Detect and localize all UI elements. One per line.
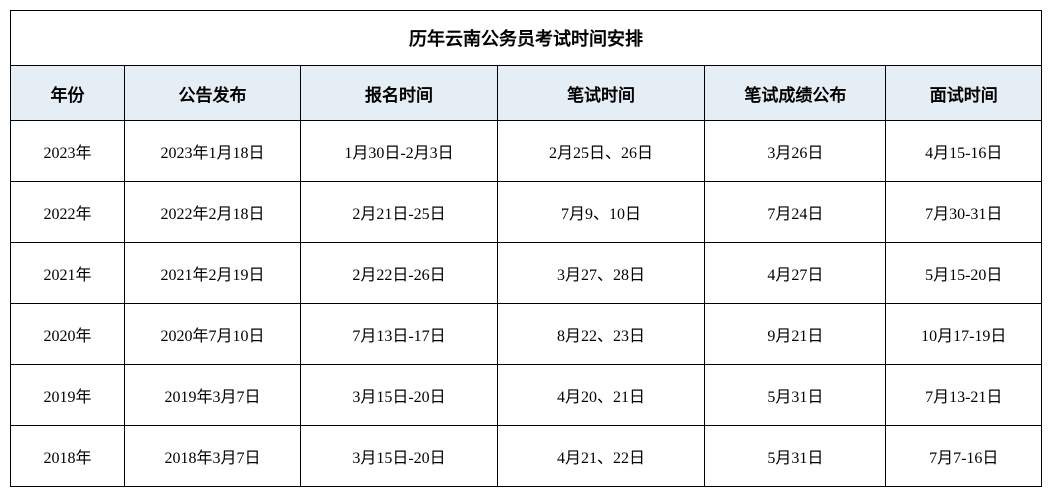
cell-announce: 2018年3月7日	[124, 426, 300, 487]
cell-exam: 2月25日、26日	[497, 121, 704, 182]
col-header-year: 年份	[11, 66, 125, 121]
cell-register: 2月22日-26日	[301, 243, 498, 304]
cell-year: 2018年	[11, 426, 125, 487]
cell-interview: 7月7-16日	[886, 426, 1042, 487]
table-row: 2018年 2018年3月7日 3月15日-20日 4月21、22日 5月31日…	[11, 426, 1042, 487]
cell-register: 3月15日-20日	[301, 365, 498, 426]
cell-register: 2月21日-25日	[301, 182, 498, 243]
cell-register: 3月15日-20日	[301, 426, 498, 487]
cell-announce: 2020年7月10日	[124, 304, 300, 365]
cell-result: 4月27日	[705, 243, 886, 304]
table-row: 2019年 2019年3月7日 3月15日-20日 4月20、21日 5月31日…	[11, 365, 1042, 426]
cell-interview: 7月30-31日	[886, 182, 1042, 243]
cell-result: 5月31日	[705, 365, 886, 426]
table-body: 2023年 2023年1月18日 1月30日-2月3日 2月25日、26日 3月…	[11, 121, 1042, 487]
cell-announce: 2019年3月7日	[124, 365, 300, 426]
cell-result: 3月26日	[705, 121, 886, 182]
cell-exam: 4月20、21日	[497, 365, 704, 426]
cell-register: 1月30日-2月3日	[301, 121, 498, 182]
table-row: 2021年 2021年2月19日 2月22日-26日 3月27、28日 4月27…	[11, 243, 1042, 304]
cell-year: 2020年	[11, 304, 125, 365]
cell-year: 2019年	[11, 365, 125, 426]
col-header-interview: 面试时间	[886, 66, 1042, 121]
col-header-register: 报名时间	[301, 66, 498, 121]
cell-interview: 10月17-19日	[886, 304, 1042, 365]
cell-announce: 2022年2月18日	[124, 182, 300, 243]
cell-year: 2022年	[11, 182, 125, 243]
col-header-announce: 公告发布	[124, 66, 300, 121]
cell-interview: 5月15-20日	[886, 243, 1042, 304]
schedule-table: 历年云南公务员考试时间安排 年份 公告发布 报名时间 笔试时间 笔试成绩公布 面…	[10, 10, 1042, 487]
cell-exam: 4月21、22日	[497, 426, 704, 487]
table-title: 历年云南公务员考试时间安排	[11, 11, 1042, 66]
table-row: 2020年 2020年7月10日 7月13日-17日 8月22、23日 9月21…	[11, 304, 1042, 365]
cell-exam: 3月27、28日	[497, 243, 704, 304]
table-row: 2023年 2023年1月18日 1月30日-2月3日 2月25日、26日 3月…	[11, 121, 1042, 182]
cell-result: 9月21日	[705, 304, 886, 365]
cell-result: 7月24日	[705, 182, 886, 243]
cell-exam: 7月9、10日	[497, 182, 704, 243]
cell-announce: 2021年2月19日	[124, 243, 300, 304]
table-row: 2022年 2022年2月18日 2月21日-25日 7月9、10日 7月24日…	[11, 182, 1042, 243]
cell-register: 7月13日-17日	[301, 304, 498, 365]
table-title-row: 历年云南公务员考试时间安排	[11, 11, 1042, 66]
cell-year: 2021年	[11, 243, 125, 304]
cell-interview: 7月13-21日	[886, 365, 1042, 426]
cell-interview: 4月15-16日	[886, 121, 1042, 182]
col-header-exam: 笔试时间	[497, 66, 704, 121]
cell-announce: 2023年1月18日	[124, 121, 300, 182]
table-container: 历年云南公务员考试时间安排 年份 公告发布 报名时间 笔试时间 笔试成绩公布 面…	[10, 10, 1042, 487]
table-header-row: 年份 公告发布 报名时间 笔试时间 笔试成绩公布 面试时间	[11, 66, 1042, 121]
cell-exam: 8月22、23日	[497, 304, 704, 365]
col-header-result: 笔试成绩公布	[705, 66, 886, 121]
cell-year: 2023年	[11, 121, 125, 182]
cell-result: 5月31日	[705, 426, 886, 487]
